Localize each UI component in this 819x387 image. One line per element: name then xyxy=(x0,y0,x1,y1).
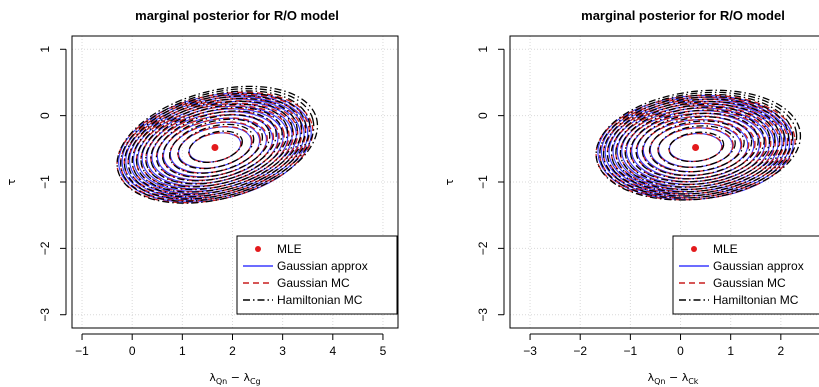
y-axis-label: τ xyxy=(5,178,18,185)
y-tick-label: −1 xyxy=(38,175,52,189)
hamiltonian-mc-contour xyxy=(619,103,776,188)
contours xyxy=(595,89,802,201)
legend-label: MLE xyxy=(277,242,302,256)
x-tick-label: 5 xyxy=(380,344,387,358)
legend-label: Hamiltonian MC xyxy=(277,293,363,307)
hamiltonian-mc-contour xyxy=(150,106,283,185)
x-tick-label: −1 xyxy=(75,344,89,358)
y-tick-label: −3 xyxy=(38,308,52,322)
mle-point xyxy=(211,143,219,151)
x-tick-label: 2 xyxy=(777,344,784,358)
contours xyxy=(116,85,319,204)
y-tick-label: −1 xyxy=(476,175,490,189)
hamiltonian-mc-contour xyxy=(629,109,765,183)
grid xyxy=(510,36,819,328)
legend-label: Hamiltonian MC xyxy=(713,293,799,307)
x-tick-label: 4 xyxy=(329,344,336,358)
hamiltonian-mc-contour xyxy=(595,89,802,201)
hamiltonian-mc-contour xyxy=(155,110,277,182)
y-tick-label: 1 xyxy=(38,46,52,53)
hamiltonian-mc-contour xyxy=(127,92,307,198)
hamiltonian-mc-contour xyxy=(624,106,771,186)
chart-title: marginal posterior for R/O model xyxy=(581,8,785,23)
x-tick-label: 2 xyxy=(229,344,236,358)
gaussian-mc-contour xyxy=(629,112,762,183)
x-tick-label: 0 xyxy=(129,344,136,358)
x-tick-label: 1 xyxy=(727,344,734,358)
x-tick-label: 1 xyxy=(179,344,186,358)
legend-label: Gaussian approx xyxy=(277,259,368,273)
hamiltonian-mc-contour xyxy=(188,130,243,164)
y-axis: −3 −2 −1 0 1 xyxy=(476,46,505,322)
legend-label: Gaussian MC xyxy=(277,276,350,290)
x-axis: −1 0 1 2 3 4 5 xyxy=(75,333,387,358)
y-tick-label: −2 xyxy=(476,241,490,255)
legend: MLE Gaussian approx Gaussian MC Hamiltonian… xyxy=(236,235,398,315)
chart-title: marginal posterior for R/O model xyxy=(135,8,339,23)
x-axis-label: λQn − λCk xyxy=(648,371,699,386)
hamiltonian-mc-contour xyxy=(123,90,311,200)
hamiltonian-mc-contour xyxy=(120,87,315,202)
x-tick-label: −3 xyxy=(523,344,537,358)
y-tick-label: 1 xyxy=(476,46,490,53)
mle-marker xyxy=(211,143,219,151)
x-tick-label: 0 xyxy=(677,344,684,358)
legend-label: Gaussian MC xyxy=(713,276,786,290)
legend-label: Gaussian approx xyxy=(713,259,804,273)
y-tick-label: 0 xyxy=(476,112,490,119)
x-tick-label: 3 xyxy=(279,344,286,358)
legend-label: MLE xyxy=(713,242,738,256)
hamiltonian-mc-contour xyxy=(599,91,798,199)
hamiltonian-mc-contour xyxy=(131,95,303,196)
hamiltonian-mc-contour xyxy=(610,98,785,193)
y-axis-label: τ xyxy=(443,178,456,185)
legend-key-point xyxy=(691,246,697,252)
chart-panel-1: marginal posterior for R/O model −1 0 1 2 3 4… xyxy=(5,8,399,386)
hamiltonian-mc-contour xyxy=(140,100,294,191)
legend: MLE Gaussian approx Gaussian MC Hamiltonian… xyxy=(672,235,819,315)
hamiltonian-mc-contour xyxy=(657,125,736,168)
mle-point xyxy=(692,143,700,151)
gaussian-mc-contour xyxy=(150,110,280,185)
hamiltonian-mc-contour xyxy=(116,85,319,204)
hamiltonian-mc-contour xyxy=(648,120,745,173)
hamiltonian-mc-contour xyxy=(145,103,289,188)
hamiltonian-mc-contour xyxy=(169,118,264,174)
hamiltonian-mc-contour xyxy=(177,123,255,170)
mle-marker xyxy=(692,143,700,151)
y-tick-label: 0 xyxy=(38,112,52,119)
y-tick-label: −3 xyxy=(476,308,490,322)
chart-panel-2: marginal posterior for R/O model −3 −2 −1 0… xyxy=(443,8,819,386)
legend-key-point xyxy=(255,246,261,252)
y-axis: −3 −2 −1 0 1 xyxy=(38,46,67,322)
hamiltonian-mc-contour xyxy=(602,93,794,197)
plot-frame xyxy=(71,35,399,329)
hamiltonian-mc-contour xyxy=(668,131,725,163)
x-axis-label: λQn − λCg xyxy=(209,371,260,386)
hamiltonian-mc-contour xyxy=(641,116,753,177)
hamiltonian-mc-contour xyxy=(606,96,790,195)
gaussian-mc-contour xyxy=(119,93,310,202)
plot-frame xyxy=(509,35,819,329)
legend-box xyxy=(236,235,398,315)
x-tick-label: −1 xyxy=(624,344,638,358)
x-tick-label: −2 xyxy=(573,344,587,358)
legend-box xyxy=(672,235,819,315)
y-tick-label: −2 xyxy=(38,241,52,255)
hamiltonian-mc-contour xyxy=(635,112,759,180)
